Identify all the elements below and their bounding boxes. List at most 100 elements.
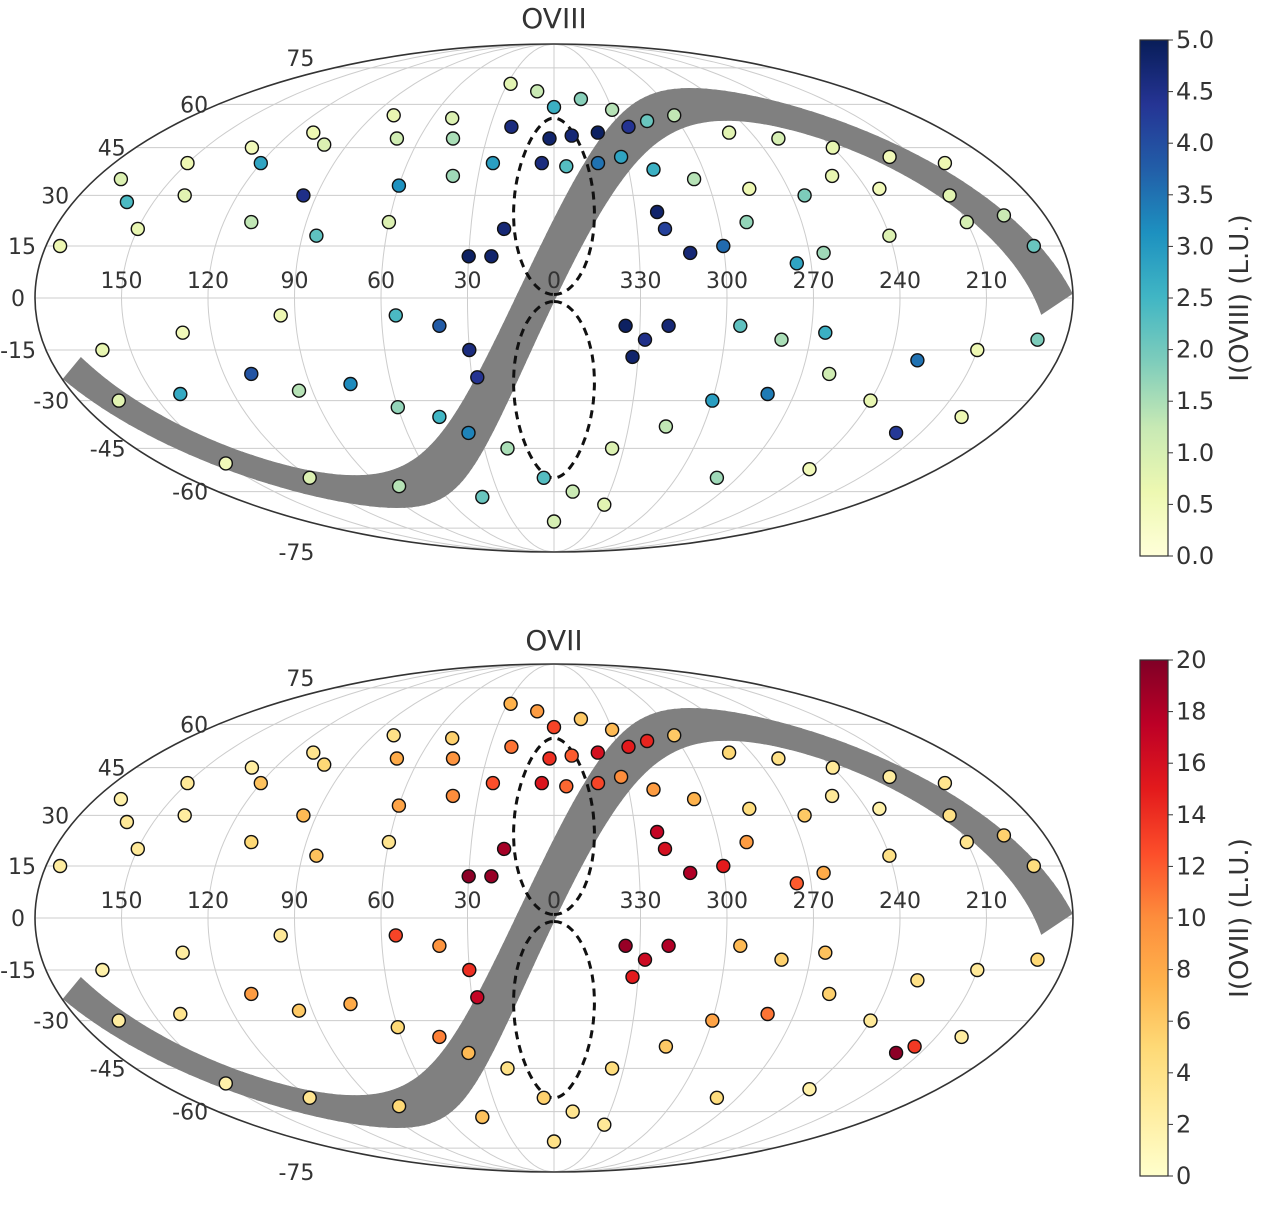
ovii-data-point — [721, 745, 737, 760]
latitude-tick-label: -60 — [172, 481, 208, 506]
latitude-tick-label: -15 — [0, 339, 36, 364]
ovii-data-point — [733, 938, 748, 953]
oviii-data-point — [637, 332, 653, 347]
latitude-tick-label: 0 — [11, 287, 25, 312]
ovii-data-point — [546, 719, 562, 735]
ovii-data-point — [296, 808, 311, 823]
oviii-ecliptic-band — [62, 87, 1073, 509]
ovii-data-point — [797, 808, 812, 823]
longitude-tick-label: 330 — [620, 269, 662, 294]
ovii-data-point — [590, 775, 606, 791]
oviii-map-contents — [35, 44, 1073, 552]
oviii-data-point — [302, 470, 317, 485]
oviii-data-point — [716, 238, 731, 254]
ovii-data-point — [824, 788, 840, 804]
ovii-data-point — [52, 858, 68, 874]
latitude-tick-label: 15 — [8, 855, 36, 880]
oviii-data-point — [503, 76, 518, 92]
ovii-data-point — [381, 834, 397, 850]
oviii-data-point — [590, 155, 606, 171]
ovii-data-point — [386, 728, 401, 743]
ovii-data-point — [1030, 952, 1045, 967]
oviii-data-point — [872, 181, 887, 197]
longitude-tick-label: 0 — [547, 889, 561, 914]
oviii-data-point — [111, 393, 127, 408]
longitude-gridline — [553, 664, 988, 1172]
ovii-data-point — [119, 814, 135, 830]
ovii-data-point — [503, 696, 518, 711]
longitude-tick-label: 300 — [706, 889, 748, 914]
colorbar-tick-label: 0.0 — [1176, 542, 1214, 570]
oviii-data-point — [565, 484, 580, 499]
ovii-data-point — [484, 869, 499, 884]
longitude-tick-label: 240 — [879, 269, 921, 294]
ovii-data-point — [391, 1098, 407, 1114]
ovii-data-point — [639, 733, 655, 749]
oviii-data-point — [705, 393, 720, 408]
ovii-data-point — [822, 986, 837, 1002]
oviii-data-point — [970, 342, 985, 358]
latitude-tick-label: 45 — [98, 137, 126, 162]
oviii-data-point — [306, 125, 321, 140]
ovii-data-point — [637, 952, 653, 967]
longitude-gridline — [553, 44, 988, 552]
oviii-data-point — [1030, 332, 1045, 347]
ovii-data-point — [573, 711, 589, 727]
ovii-data-point — [705, 1013, 720, 1028]
ovii-data-point — [910, 973, 925, 988]
oviii-data-point — [388, 308, 403, 323]
oviii-data-point — [173, 386, 188, 402]
ovii-data-point — [391, 798, 407, 813]
longitude-tick-label: 270 — [793, 889, 835, 914]
ovii-data-point — [888, 1045, 904, 1061]
fermi-bubble-outline — [512, 736, 596, 917]
oviii-data-point — [613, 149, 629, 165]
colorbar-tick-label: 14 — [1176, 801, 1207, 829]
oviii-data-point — [485, 155, 501, 171]
oviii-data-point — [244, 214, 259, 230]
oviii-data-point — [546, 514, 562, 529]
oviii-data-point — [390, 400, 405, 415]
oviii-colorbar-gradient — [1139, 39, 1169, 557]
longitude-tick-label: 30 — [454, 889, 482, 914]
ovii-data-point — [872, 801, 887, 816]
oviii-data-point — [739, 214, 754, 230]
longitude-tick-label: 210 — [966, 889, 1008, 914]
longitude-tick-label: 240 — [879, 889, 921, 914]
latitude-tick-label: 15 — [8, 235, 36, 260]
ovii-map-outline — [34, 663, 1074, 1173]
oviii-data-point — [504, 119, 519, 135]
ovii-data-point — [621, 739, 636, 754]
oviii-data-point — [461, 425, 476, 441]
ovii-data-point — [667, 728, 682, 743]
ovii-data-point — [564, 748, 579, 763]
ovii-data-point — [475, 1109, 490, 1125]
ovii-data-point — [597, 1117, 612, 1132]
oviii-data-point — [317, 137, 332, 152]
colorbar-tick-label: 4 — [1176, 1059, 1191, 1087]
longitude-tick-label: 300 — [706, 269, 748, 294]
ovii-data-point — [618, 938, 633, 953]
oviii-data-point — [291, 383, 307, 398]
oviii-data-point — [658, 419, 674, 434]
ovii-data-point — [565, 1104, 580, 1119]
longitude-tick-label: 30 — [454, 269, 482, 294]
ovii-data-point — [390, 1019, 405, 1035]
oviii-data-point — [475, 489, 490, 505]
ovii-data-point — [742, 801, 757, 816]
oviii-data-point — [445, 168, 461, 184]
fermi-bubble-outline — [512, 299, 596, 480]
ovii-data-point — [996, 828, 1012, 843]
ovii-data-point — [496, 841, 512, 857]
colorbar-tick-label: 20 — [1176, 646, 1207, 674]
latitude-tick-label: 30 — [41, 804, 69, 829]
ovii-data-point — [461, 1045, 476, 1061]
ovii-data-point — [445, 731, 460, 746]
oviii-data-point — [244, 366, 259, 382]
ovii-colorbar: 0 2 4 6 8 10 12 14 16 18 20 — [1139, 646, 1207, 1190]
oviii-data-point — [546, 99, 562, 115]
oviii-title: OVIII — [521, 2, 586, 35]
ovii-data-point — [218, 1076, 234, 1091]
colorbar-tick-label: 6 — [1176, 1007, 1191, 1035]
colorbar-tick-label: 4.0 — [1176, 129, 1214, 157]
